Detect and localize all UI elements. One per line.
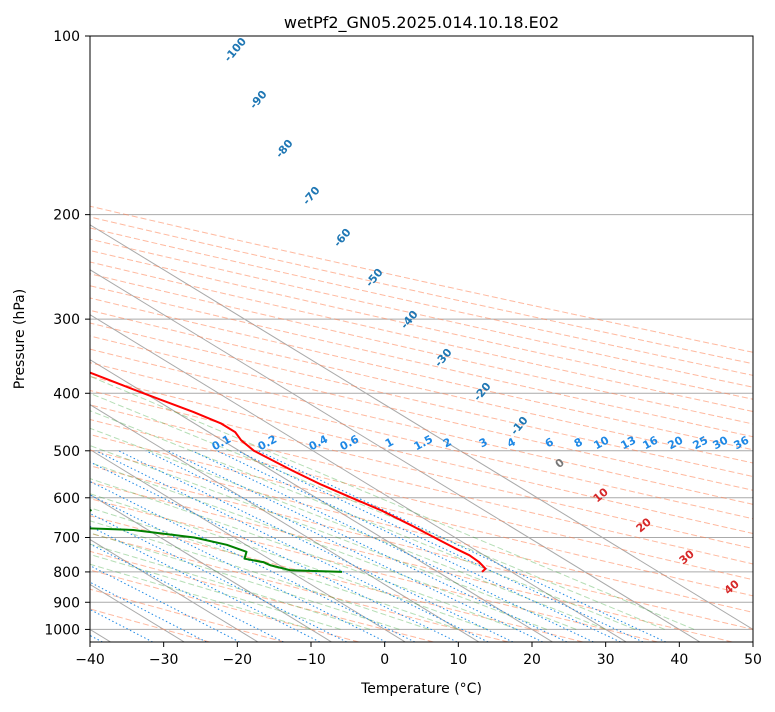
- dry-adiabat-line: [90, 418, 753, 581]
- dry-adiabat-line: [90, 515, 584, 642]
- mixing-ratio-line: [90, 525, 321, 642]
- mixing-ratio-label: 36: [732, 433, 752, 452]
- y-tick-label: 1000: [44, 622, 80, 638]
- dry-adiabat-line: [90, 227, 753, 376]
- x-tick-label: 20: [523, 652, 541, 668]
- mixing-ratio-line: [90, 543, 284, 642]
- x-tick-label: 0: [380, 652, 389, 668]
- moist-adiabat-line: [90, 392, 665, 630]
- moist-adiabat-line: [90, 478, 518, 630]
- y-tick-label: 800: [53, 565, 80, 581]
- mixing-ratio-label: 13: [619, 434, 639, 453]
- x-tick-label: 10: [449, 652, 467, 668]
- isotherm-line: [90, 493, 332, 642]
- isotherm-line: [90, 404, 480, 642]
- moist-adiabat-line: [90, 563, 312, 630]
- mixing-ratio-line: [237, 450, 644, 642]
- y-axis-label: Pressure (hPa): [12, 289, 28, 389]
- dry-adiabat-line: [90, 261, 753, 413]
- x-tick-label: −20: [223, 652, 253, 668]
- dry-adiabat-line: [90, 375, 753, 534]
- dry-adiabat-line: [90, 449, 753, 613]
- dry-adiabat-line: [90, 481, 733, 642]
- y-tick-label: 400: [53, 386, 80, 402]
- y-tick-label: 500: [53, 444, 80, 460]
- moist-adiabat-line: [90, 532, 400, 630]
- mixing-ratio-label: 20: [666, 433, 686, 452]
- x-tick-label: 40: [670, 652, 688, 668]
- isotherm-line: [90, 538, 259, 642]
- dry-adiabat-line: [90, 550, 434, 642]
- chart-title: wetPf2_GN05.2025.014.10.18.E02: [284, 13, 559, 33]
- mixing-ratio-label: 30: [711, 433, 731, 452]
- x-tick-label: 50: [744, 652, 762, 668]
- moist-adiabat-line: [90, 375, 695, 630]
- x-tick-label: −10: [296, 652, 326, 668]
- dewpoint-profile-line: [90, 508, 343, 573]
- moist-adiabat-line: [90, 461, 547, 630]
- y-tick-label: 600: [53, 491, 80, 507]
- y-tick-label: 100: [53, 29, 80, 45]
- temperature-profile-line: [90, 371, 487, 573]
- isotherm-line: [90, 314, 627, 642]
- x-axis-label: Temperature (°C): [360, 681, 482, 697]
- mixing-ratio-line: [118, 450, 514, 642]
- y-tick-label: 900: [53, 595, 80, 611]
- moist-adiabat-line: [90, 445, 577, 630]
- mixing-ratio-line: [90, 512, 347, 642]
- moist-adiabat-line: [90, 427, 606, 630]
- background-lines: [90, 36, 753, 642]
- plot-frame: [89, 35, 754, 643]
- y-tick-label: 700: [53, 531, 80, 547]
- mixing-ratio-line: [90, 461, 458, 642]
- moist-adiabat-line: [90, 553, 341, 630]
- mixing-ratio-line: [90, 480, 416, 642]
- mixing-ratio-label: 16: [641, 433, 661, 452]
- dry-adiabat-line: [90, 434, 753, 597]
- dry-adiabat-line: [90, 335, 753, 491]
- mixing-ratio-line: [90, 494, 387, 642]
- dry-adiabat-line: [90, 389, 753, 550]
- dry-adiabat-line: [90, 216, 753, 365]
- mixing-ratio-line: [145, 450, 543, 642]
- dry-adiabat-line: [90, 465, 753, 630]
- moist-adiabat-line: [90, 410, 636, 630]
- x-tick-label: −40: [75, 652, 105, 668]
- isotherm-line: [90, 269, 701, 642]
- mixing-ratio-line: [257, 450, 667, 642]
- x-tick-label: −30: [149, 652, 179, 668]
- isotherm-line: [90, 224, 753, 631]
- mixing-ratio-line: [191, 450, 594, 642]
- isotherm-line: [90, 448, 406, 642]
- y-tick-label: 300: [53, 312, 80, 328]
- mixing-ratio-label: 10: [592, 433, 612, 452]
- moist-adiabat-line: [90, 507, 459, 630]
- axes: −40 −30 −20 −10 0 10 20 30 40 50 100 200 300 400 500 60…: [44, 29, 762, 668]
- mixing-ratio-label: 25: [691, 434, 711, 453]
- dry-adiabat-line: [90, 250, 753, 400]
- sounding-profiles: [90, 371, 487, 573]
- isotherm-line: [90, 359, 553, 642]
- y-tick-label: 200: [53, 208, 80, 224]
- x-tick-label: 30: [597, 652, 615, 668]
